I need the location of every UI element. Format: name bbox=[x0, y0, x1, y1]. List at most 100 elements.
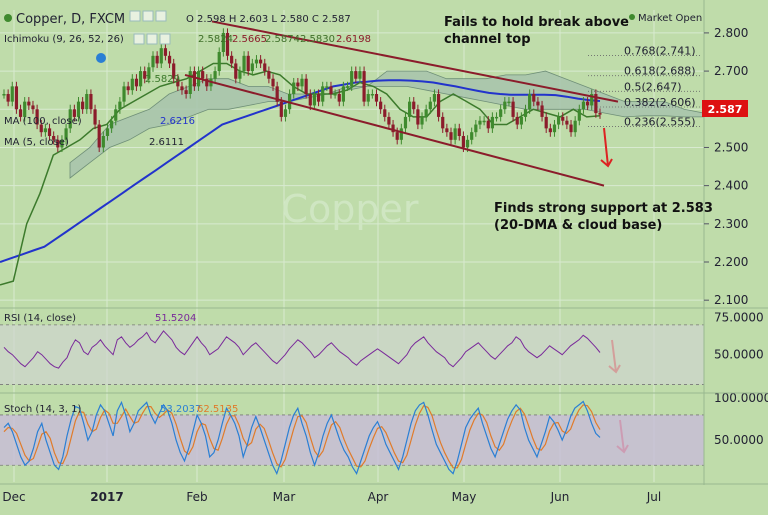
candle-body bbox=[167, 55, 172, 64]
candle-body bbox=[31, 105, 35, 110]
candle-body bbox=[403, 116, 408, 129]
ichimoku-settings-icon[interactable] bbox=[146, 33, 158, 45]
candle-body bbox=[379, 101, 383, 110]
candle-body bbox=[52, 136, 56, 140]
candle-body bbox=[180, 86, 184, 91]
candle-body bbox=[300, 78, 304, 87]
annotation-bottom: Finds strong support at 2.583 (20-DMA & c… bbox=[494, 201, 713, 233]
annotation-top: Fails to hold break above channel top bbox=[444, 15, 629, 47]
candle-body bbox=[259, 59, 263, 64]
ma100-line bbox=[0, 79, 601, 263]
candle-body bbox=[312, 94, 317, 106]
candle-body bbox=[321, 86, 325, 102]
annotation-line: channel top bbox=[444, 32, 531, 47]
candle-body bbox=[23, 101, 27, 117]
candle-body bbox=[176, 78, 180, 87]
stoch-panel: 50.0000 100.0000 bbox=[0, 391, 768, 476]
stoch-title: Stoch (14, 3, 1) bbox=[4, 404, 81, 415]
candle-body bbox=[585, 101, 590, 106]
candle-body bbox=[395, 132, 399, 140]
candle-body bbox=[18, 109, 23, 117]
channel-lines bbox=[184, 20, 619, 187]
collapse-icon[interactable] bbox=[4, 14, 12, 22]
ichimoku-close-icon[interactable] bbox=[159, 33, 171, 45]
candle-body bbox=[432, 94, 437, 102]
candle-body bbox=[391, 124, 395, 133]
market-status-dot bbox=[629, 14, 635, 20]
candle-body bbox=[445, 128, 449, 133]
candle-body bbox=[532, 94, 536, 102]
candle-body bbox=[408, 101, 412, 117]
market-status: Market Open bbox=[638, 13, 702, 24]
candle-body bbox=[105, 128, 110, 136]
candle-body bbox=[499, 109, 503, 117]
candle-body bbox=[325, 86, 329, 88]
candle-body bbox=[2, 94, 6, 96]
x-tick-label: May bbox=[452, 490, 477, 504]
close-icon[interactable] bbox=[155, 10, 167, 22]
candle-body bbox=[275, 86, 279, 102]
candle-body bbox=[536, 101, 540, 106]
indicator-eye-icon[interactable] bbox=[96, 53, 106, 63]
candle-body bbox=[316, 94, 321, 102]
candle-body bbox=[399, 128, 403, 140]
candle-body bbox=[333, 94, 337, 96]
candle-body bbox=[350, 71, 354, 87]
fib-label: 0.618(2.688) bbox=[624, 65, 696, 78]
candle-body bbox=[97, 124, 101, 148]
candle-body bbox=[449, 132, 453, 140]
y-tick-label: 2.500 bbox=[714, 140, 748, 154]
y-tick-label: 2.200 bbox=[714, 255, 748, 269]
candle-body bbox=[511, 101, 515, 117]
candle-body bbox=[101, 136, 105, 148]
candle-body bbox=[304, 78, 308, 94]
candle-body bbox=[184, 90, 188, 94]
ichimoku-label: Ichimoku (9, 26, 52, 26) bbox=[4, 34, 124, 45]
ichimoku-eye-icon[interactable] bbox=[133, 33, 145, 45]
settings-icon[interactable] bbox=[142, 10, 154, 22]
candle-body bbox=[172, 63, 176, 79]
fib-label: 0.5(2.647) bbox=[624, 80, 682, 93]
stoch-k-value: 53.2037 bbox=[160, 404, 201, 415]
candle-body bbox=[420, 116, 424, 125]
channel-lower-line bbox=[184, 73, 605, 187]
candle-body bbox=[267, 71, 271, 79]
candle-body bbox=[250, 63, 254, 72]
candle-body bbox=[358, 71, 362, 79]
candle-body bbox=[89, 94, 93, 110]
candle-body bbox=[482, 120, 486, 123]
candle-body bbox=[412, 101, 416, 110]
grid bbox=[0, 10, 704, 482]
ma5-value: 2.6111 bbox=[149, 137, 184, 148]
candle-body bbox=[271, 78, 275, 87]
candle-body bbox=[337, 94, 341, 102]
candle-body bbox=[507, 101, 511, 104]
candle-body bbox=[308, 94, 312, 106]
candle-body bbox=[122, 86, 126, 102]
candle-body bbox=[279, 101, 283, 117]
candle-body bbox=[163, 48, 168, 56]
candle-body bbox=[10, 86, 14, 102]
candle-body bbox=[552, 124, 557, 133]
candle-body bbox=[263, 63, 267, 72]
candle-body bbox=[486, 120, 490, 129]
ichimoku-value-1: 2.5824 bbox=[198, 34, 233, 45]
candle-body bbox=[217, 52, 221, 72]
candle-body bbox=[230, 55, 234, 64]
annotation-line: Finds strong support at 2.583 bbox=[494, 201, 713, 216]
candle-body bbox=[254, 59, 259, 64]
candle-body bbox=[246, 55, 250, 72]
y-tick-label: 2.400 bbox=[714, 179, 748, 193]
ichimoku-value-3: 2.5874 bbox=[265, 34, 300, 45]
x-tick-label: Dec bbox=[2, 490, 25, 504]
candle-body bbox=[416, 109, 420, 125]
candle-body bbox=[441, 116, 445, 129]
candle-body bbox=[72, 109, 76, 117]
y-tick-label: 2.300 bbox=[714, 217, 748, 231]
candle-body bbox=[292, 82, 296, 94]
eye-icon[interactable] bbox=[129, 10, 141, 22]
candle-body bbox=[528, 94, 532, 110]
candle-body bbox=[436, 94, 441, 117]
